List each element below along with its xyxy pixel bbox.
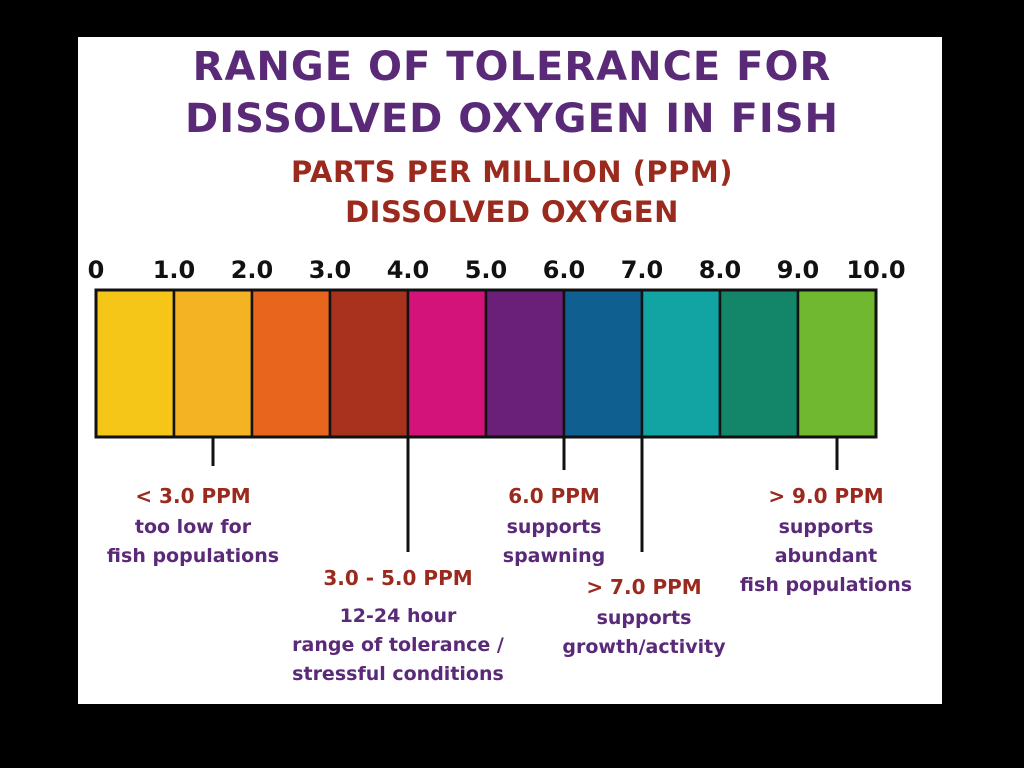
scale-segment [172, 288, 254, 439]
tick-label: 7.0 [621, 256, 664, 284]
annotation-text: fish populations [107, 545, 279, 567]
annotation-text: range of tolerance / [292, 634, 504, 656]
annotation-text: too low for [135, 516, 252, 538]
annotation-text: supports [597, 607, 692, 629]
scale-segment [640, 288, 722, 439]
tick-label: 9.0 [777, 256, 820, 284]
tick-label: 3.0 [309, 256, 352, 284]
scale-segment [484, 288, 566, 439]
tick-label: 8.0 [699, 256, 742, 284]
annotation-label: < 3.0 PPM [135, 484, 250, 508]
annotation-text: abundant [775, 545, 878, 567]
scale-segment [94, 288, 176, 439]
scale-segment [328, 288, 410, 439]
tick-label: 10.0 [846, 256, 905, 284]
annotation-text: spawning [503, 545, 605, 567]
annotation-label: 3.0 - 5.0 PPM [323, 566, 472, 590]
annotation-text: supports [779, 516, 874, 538]
chart-subtitle-line-2: DISSOLVED OXYGEN [345, 195, 679, 229]
tick-label: 0 [88, 256, 105, 284]
tick-label: 6.0 [543, 256, 586, 284]
chart-subtitle-line-1: PARTS PER MILLION (PPM) [290, 155, 734, 189]
tick-label: 5.0 [465, 256, 508, 284]
annotation-text: 12-24 hour [340, 605, 457, 627]
annotation-label: > 9.0 PPM [768, 484, 883, 508]
scale-outline [94, 288, 878, 439]
scale-segment [562, 288, 644, 439]
scale-segment [796, 288, 878, 439]
annotation-label: > 7.0 PPM [586, 575, 701, 599]
annotation-text: stressful conditions [292, 663, 504, 685]
scale-segment [718, 288, 800, 439]
tick-label: 2.0 [231, 256, 274, 284]
chart-title-line-1: RANGE OF TOLERANCE FOR [192, 44, 832, 90]
scale-segment [250, 288, 332, 439]
tick-label: 4.0 [387, 256, 430, 284]
annotation-text: supports [507, 516, 602, 538]
scale-segment [406, 288, 488, 439]
annotation-label: 6.0 PPM [508, 484, 600, 508]
chart-title-line-2: DISSOLVED OXYGEN IN FISH [184, 96, 840, 142]
annotation-text: growth/activity [562, 636, 726, 658]
tick-label: 1.0 [153, 256, 196, 284]
annotation-text: fish populations [740, 574, 912, 596]
